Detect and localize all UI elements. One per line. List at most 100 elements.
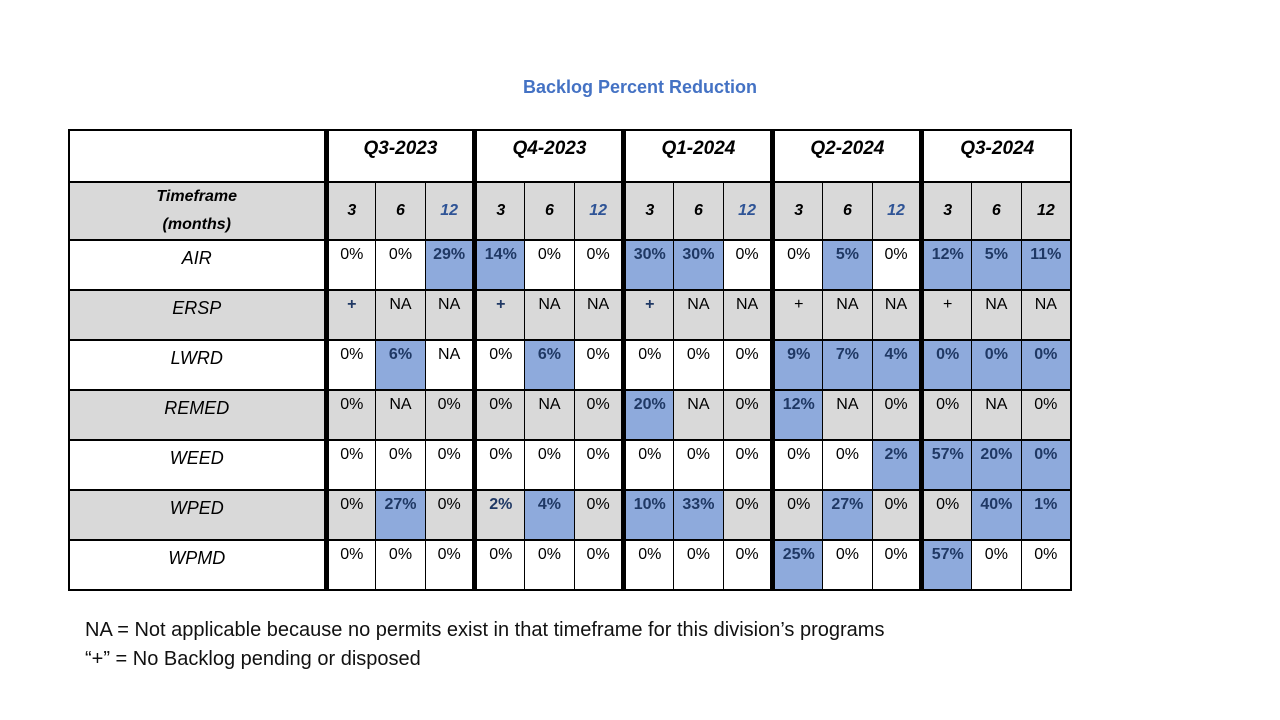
data-cell: 0% [424,389,476,441]
data-cell: 0% [573,389,625,441]
data-cell: 0% [573,489,625,541]
month-header: 3 [919,181,973,241]
data-cell: 0% [375,439,426,491]
data-cell: 0% [621,539,675,591]
backlog-table: Q3-2023 Q4-2023 Q1-2024 Q2-2024 Q3-2024 Time… [68,129,1072,591]
data-cell: 0% [673,539,724,591]
table-row: WPMD 0% 0% 0% 0% 0% 0% 0% 0% 0% 25% 0% 0% 57% 0% 0% [68,539,1072,591]
data-cell: NA [722,289,774,341]
data-cell: 0% [722,339,774,391]
data-cell: 0% [323,439,377,491]
month-header: 12 [1020,181,1072,241]
timeframe-label-line2: (months) [162,216,231,233]
data-cell: 4% [871,339,923,391]
data-cell: 5% [971,239,1022,291]
footnote-plus: “+” = No Backlog pending or disposed [85,648,421,670]
data-cell: 0% [424,539,476,591]
data-cell: 12% [770,389,824,441]
data-cell: 0% [770,489,824,541]
data-cell: 11% [1020,239,1072,291]
data-cell: 12% [919,239,973,291]
data-cell: 0% [424,439,476,491]
footnote-na: NA = Not applicable because no permits e… [85,619,885,641]
month-header: 6 [822,181,873,241]
month-header: 3 [472,181,526,241]
data-cell: 0% [524,439,575,491]
data-cell: 0% [919,389,973,441]
timeframe-label-line1: Timeframe [156,188,238,205]
data-cell: NA [524,289,575,341]
data-cell: 29% [424,239,476,291]
division-label: LWRD [68,339,327,391]
data-cell: 4% [524,489,575,541]
data-cell: 0% [323,389,377,441]
table-row: AIR 0% 0% 29% 14% 0% 0% 30% 30% 0% 0% 5% 0% 12% 5% 11% [68,239,1072,291]
data-cell: 0% [323,489,377,541]
data-cell: 0% [375,539,426,591]
data-cell: NA [424,289,476,341]
division-label: WEED [68,439,327,491]
data-cell: 6% [375,339,426,391]
data-cell: 0% [673,339,724,391]
data-cell: NA [971,289,1022,341]
data-cell: 0% [573,439,625,491]
data-cell: + [472,289,526,341]
data-cell: 0% [573,539,625,591]
data-cell: 14% [472,239,526,291]
division-label: AIR [68,239,327,291]
data-cell: NA [822,289,873,341]
data-cell: 0% [573,239,625,291]
data-cell: 20% [971,439,1022,491]
data-cell: 0% [472,539,526,591]
month-header: 6 [375,181,426,241]
month-header: 12 [871,181,923,241]
month-header: 12 [573,181,625,241]
data-cell: 0% [722,539,774,591]
data-cell: 0% [673,439,724,491]
data-cell: 0% [524,239,575,291]
division-label: WPMD [68,539,327,591]
data-cell: NA [673,389,724,441]
data-cell: + [770,289,824,341]
division-label: WPED [68,489,327,541]
data-cell: 40% [971,489,1022,541]
data-cell: 30% [673,239,724,291]
footnotes: NA = Not applicable because no permits e… [85,616,884,674]
division-label: ERSP [68,289,327,341]
data-cell: NA [524,389,575,441]
data-cell: 0% [1020,339,1072,391]
data-cell: 0% [323,339,377,391]
data-cell: 0% [871,539,923,591]
table-row: WEED 0% 0% 0% 0% 0% 0% 0% 0% 0% 0% 0% 2% 57% 20% 0% [68,439,1072,491]
data-cell: 27% [375,489,426,541]
month-header: 6 [673,181,724,241]
quarter-header-row: Q3-2023 Q4-2023 Q1-2024 Q2-2024 Q3-2024 [68,129,1072,183]
table-row: ERSP + NA NA + NA NA + NA NA + NA NA + NA NA [68,289,1072,341]
data-cell: 0% [971,539,1022,591]
data-cell: 6% [524,339,575,391]
data-cell: 0% [424,489,476,541]
data-cell: 2% [472,489,526,541]
data-cell: 20% [621,389,675,441]
data-cell: 0% [722,239,774,291]
data-cell: 0% [323,239,377,291]
quarter-header: Q1-2024 [621,129,774,183]
data-cell: 27% [822,489,873,541]
data-cell: NA [822,389,873,441]
month-header-row: Timeframe (months) 3 6 12 3 6 12 3 6 12 3 6 12 3 6 12 [68,181,1072,241]
month-header: 12 [722,181,774,241]
data-cell: + [919,289,973,341]
data-cell: + [621,289,675,341]
data-cell: 0% [722,489,774,541]
table-row: WPED 0% 27% 0% 2% 4% 0% 10% 33% 0% 0% 27% 0% 0% 40% 1% [68,489,1072,541]
quarter-header: Q3-2023 [323,129,476,183]
data-cell: 0% [621,339,675,391]
month-header: 3 [621,181,675,241]
data-cell: 0% [919,339,973,391]
data-cell: 0% [971,339,1022,391]
data-cell: NA [375,289,426,341]
data-cell: 2% [871,439,923,491]
data-cell: 30% [621,239,675,291]
table-row: LWRD 0% 6% NA 0% 6% 0% 0% 0% 0% 9% 7% 4% 0% 0% 0% [68,339,1072,391]
